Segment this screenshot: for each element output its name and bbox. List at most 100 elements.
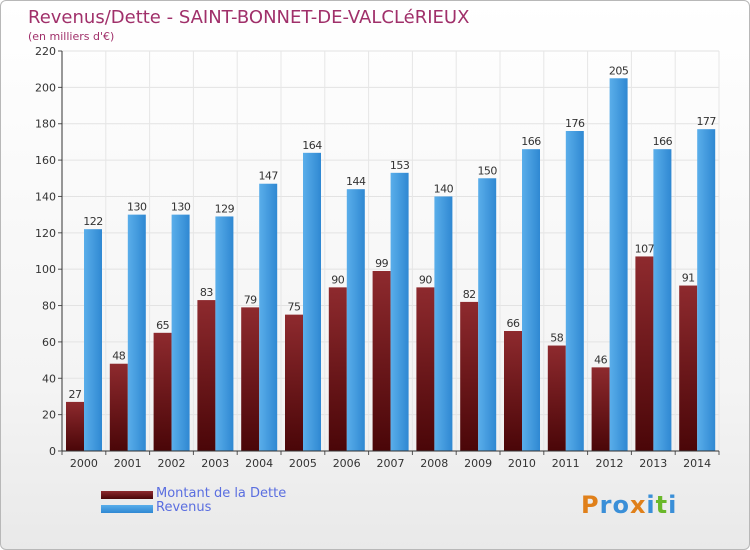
x-tick-label: 2003 — [201, 457, 229, 470]
bar-revenue — [215, 216, 234, 451]
value-label-debt: 90 — [331, 273, 344, 286]
logo-letter: i — [646, 491, 656, 519]
logo-letter: x — [629, 491, 647, 519]
x-tick-label: 2013 — [639, 457, 667, 470]
y-tick-label: 0 — [49, 445, 56, 458]
bar-debt — [547, 345, 566, 451]
x-tick-label: 2011 — [552, 457, 580, 470]
value-label-revenue: 147 — [258, 170, 278, 183]
y-tick-label: 60 — [42, 336, 56, 349]
bar-revenue — [478, 178, 497, 452]
y-tick-label: 200 — [35, 81, 56, 94]
proxiti-logo: Proxiti — [581, 491, 677, 519]
bar-revenue — [171, 214, 190, 451]
value-label-debt: 91 — [682, 272, 695, 285]
bar-revenue — [346, 189, 365, 451]
y-tick-label: 140 — [35, 190, 56, 203]
x-tick-label: 2002 — [158, 457, 186, 470]
bar-debt — [635, 256, 654, 451]
x-tick-label: 2006 — [333, 457, 361, 470]
value-label-debt: 66 — [507, 317, 520, 330]
x-tick-label: 2010 — [508, 457, 536, 470]
value-label-debt: 107 — [635, 242, 655, 255]
bar-revenue — [303, 152, 321, 451]
value-label-debt: 75 — [288, 301, 301, 314]
chart-title: Revenus/Dette - SAINT-BONNET-DE-VALCLéRI… — [28, 7, 470, 28]
value-label-debt: 58 — [550, 332, 563, 345]
value-label-revenue: 129 — [215, 202, 235, 215]
y-tick-label: 40 — [42, 372, 56, 385]
bars — [66, 78, 716, 452]
bar-debt — [109, 363, 128, 451]
x-tick-label: 2001 — [114, 457, 142, 470]
x-tick-label: 2009 — [464, 457, 492, 470]
value-label-revenue: 130 — [171, 201, 191, 214]
bar-revenue — [390, 172, 409, 451]
bar-debt — [66, 401, 84, 451]
value-label-revenue: 176 — [565, 117, 585, 130]
chart-subtitle: (en milliers d'€) — [28, 30, 115, 43]
value-label-revenue: 205 — [609, 64, 629, 77]
value-label-debt: 83 — [200, 286, 213, 299]
value-label-debt: 99 — [375, 257, 388, 270]
x-tick-label: 2014 — [683, 457, 711, 470]
value-label-revenue: 153 — [390, 159, 410, 172]
value-label-debt: 27 — [69, 388, 82, 401]
bar-debt — [241, 307, 260, 451]
logo-letter: r — [599, 491, 613, 519]
bar-revenue — [565, 131, 584, 451]
x-tick-label: 2005 — [289, 457, 317, 470]
bar-debt — [679, 285, 698, 451]
bar-revenue — [653, 149, 672, 451]
value-label-revenue: 150 — [477, 164, 497, 177]
y-tick-label: 180 — [35, 118, 56, 131]
bar-debt — [285, 314, 303, 451]
y-tick-label: 160 — [35, 154, 56, 167]
legend-swatch-revenue — [101, 505, 153, 513]
bar-revenue — [127, 214, 146, 451]
bar-debt — [153, 332, 172, 451]
value-label-debt: 82 — [463, 288, 476, 301]
value-label-debt: 65 — [156, 319, 169, 332]
bar-revenue — [609, 78, 628, 451]
value-label-revenue: 122 — [83, 215, 103, 228]
y-tick-label: 100 — [35, 263, 56, 276]
value-label-debt: 48 — [112, 350, 125, 363]
bar-revenue — [259, 183, 278, 451]
bar-revenue — [697, 129, 716, 451]
bar-revenue — [522, 149, 540, 451]
value-labels: 27 122 48 130 65 130 83 129 79 147 75 164 90 144 99 153… — [69, 64, 717, 401]
bar-debt — [591, 367, 610, 451]
bar-debt — [460, 301, 479, 451]
x-tick-label: 2000 — [70, 457, 98, 470]
value-label-debt: 90 — [419, 273, 432, 286]
x-tick-label: 2012 — [596, 457, 624, 470]
bar-debt — [372, 271, 391, 451]
value-label-debt: 46 — [594, 353, 607, 366]
bar-revenue — [84, 229, 102, 451]
legend-label-debt: Montant de la Dette — [156, 486, 287, 501]
value-label-revenue: 166 — [521, 135, 541, 148]
bar-debt — [328, 287, 347, 451]
logo-letter: P — [581, 491, 600, 519]
value-label-revenue: 164 — [302, 139, 322, 152]
value-label-revenue: 144 — [346, 175, 366, 188]
bar-debt — [416, 287, 435, 451]
bar-debt — [197, 300, 216, 451]
logo-letter: i — [668, 491, 678, 519]
logo-letter: o — [612, 491, 630, 519]
value-label-revenue: 166 — [653, 135, 673, 148]
value-label-debt: 79 — [244, 293, 257, 306]
x-tick-label: 2007 — [377, 457, 405, 470]
legend-label-revenue: Revenus — [156, 500, 212, 515]
logo-letter: t — [655, 491, 669, 519]
bar-debt — [504, 331, 522, 451]
y-tick-label: 80 — [42, 300, 56, 313]
legend-swatch-debt — [101, 491, 153, 499]
axes: 0 20 40 60 80 100 120 140 160 180 200 220 2000 2001 20… — [35, 45, 720, 470]
x-tick-label: 2008 — [420, 457, 448, 470]
y-tick-label: 120 — [35, 227, 56, 240]
value-label-revenue: 130 — [127, 201, 147, 214]
